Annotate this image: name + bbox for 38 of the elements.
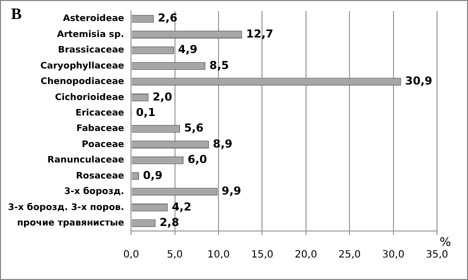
y-tick-label: прочие травянистые	[17, 218, 124, 228]
x-tick-label: 25,0	[338, 250, 361, 261]
y-tick-label: Asteroideae	[62, 14, 124, 24]
x-tick-label: 10,0	[207, 250, 230, 261]
data-label: 6,0	[188, 153, 208, 166]
x-axis-title: %	[440, 235, 451, 250]
x-tick-label: 30,0	[382, 250, 404, 261]
y-tick-label: Poaceae	[82, 140, 124, 150]
x-tick-label: 0,0	[123, 250, 140, 261]
data-label: 2,6	[158, 12, 178, 25]
y-tick-label: Rosaceae	[76, 171, 124, 182]
y-tick-label: Cichorioideae	[55, 92, 124, 103]
data-label: 2,0	[152, 90, 172, 104]
x-tick-label: 20,0	[294, 250, 318, 261]
y-tick-label: Artemisia sp.	[57, 30, 124, 40]
data-label: 9,9	[222, 184, 242, 198]
y-tick-label: Fabaceae	[76, 124, 124, 134]
data-label: 5,6	[184, 122, 204, 135]
y-tick-label: Brassicaceae	[58, 46, 124, 56]
y-tick-label: Caryophyllaceae	[40, 61, 124, 72]
data-label: 4,9	[178, 43, 198, 56]
chart-title: B	[11, 6, 22, 24]
y-tick-label: 3-х борозд.	[64, 186, 124, 198]
data-label: 0,1	[136, 106, 156, 119]
x-tick-label: 5,0	[166, 250, 183, 261]
y-tick-label: 3-х борозд. 3-х поров.	[8, 202, 124, 213]
x-tick-label: 15,0	[251, 250, 274, 261]
data-label: 30,9	[405, 74, 432, 88]
x-tick-label: 35,0	[426, 250, 448, 261]
data-label: 12,7	[246, 27, 274, 40]
y-tick-label: Chenopodiaceae	[40, 77, 124, 88]
data-label: 8,9	[212, 137, 232, 150]
data-label: 0,9	[143, 168, 163, 182]
y-tick-label: Ericaceae	[75, 108, 124, 118]
data-label: 4,2	[172, 200, 192, 214]
data-label: 8,5	[209, 58, 229, 72]
data-label: 2,8	[160, 216, 180, 229]
y-tick-label: Ranunculaceae	[47, 156, 124, 166]
